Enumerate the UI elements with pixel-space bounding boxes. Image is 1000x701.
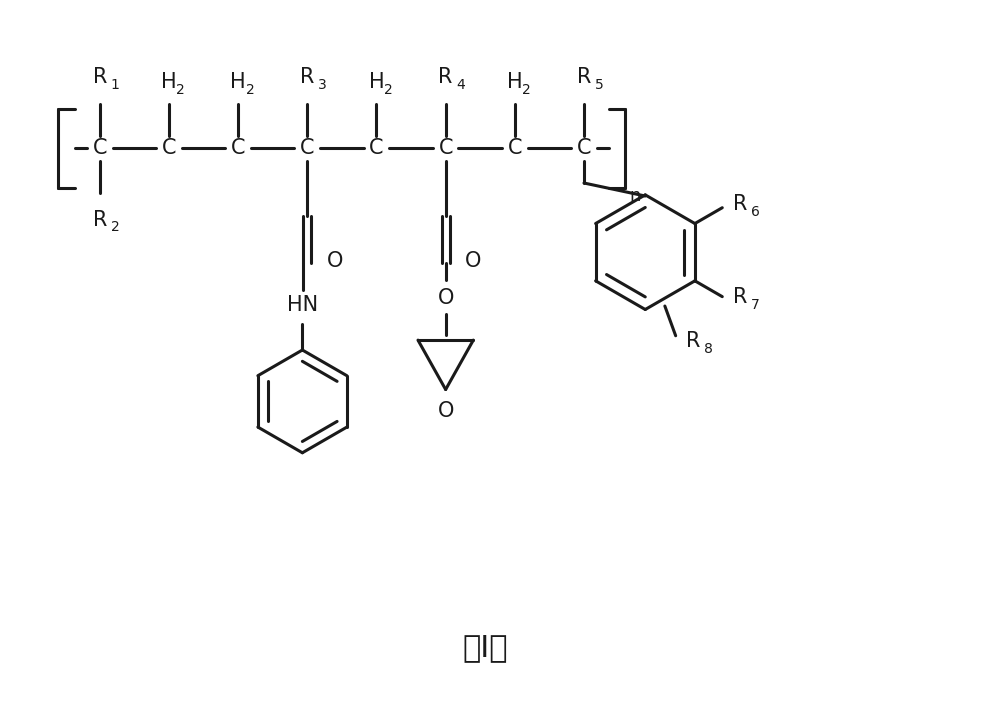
Text: 3: 3 [318,79,327,93]
Text: 5: 5 [595,79,604,93]
Text: C: C [438,138,453,158]
Text: R: R [438,67,453,88]
Text: n: n [630,187,641,205]
Text: O: O [327,251,343,271]
Text: H: H [507,72,523,93]
Text: R: R [686,331,701,350]
Text: H: H [369,72,384,93]
Text: C: C [577,138,591,158]
Text: C: C [231,138,245,158]
Text: 2: 2 [384,83,393,97]
Text: C: C [93,138,107,158]
Text: 4: 4 [457,79,465,93]
Text: R: R [577,67,591,88]
Text: 2: 2 [111,221,120,234]
Text: 1: 1 [111,79,120,93]
Text: 7: 7 [751,297,760,311]
Text: O: O [437,401,454,421]
Text: C: C [508,138,522,158]
Text: R: R [300,67,315,88]
Text: HN: HN [287,294,318,315]
Text: C: C [162,138,176,158]
Text: O: O [437,287,454,308]
Text: R: R [93,210,107,229]
Text: 2: 2 [176,83,185,97]
Text: 8: 8 [704,341,713,355]
Text: O: O [465,251,482,271]
Text: 2: 2 [246,83,254,97]
Text: H: H [161,72,177,93]
Text: R: R [733,287,747,306]
Text: H: H [230,72,246,93]
Text: C: C [369,138,384,158]
Text: （I）: （I） [462,633,508,662]
Text: R: R [93,67,107,88]
Text: R: R [733,193,747,214]
Text: 2: 2 [522,83,531,97]
Text: 6: 6 [751,205,760,219]
Text: C: C [300,138,315,158]
